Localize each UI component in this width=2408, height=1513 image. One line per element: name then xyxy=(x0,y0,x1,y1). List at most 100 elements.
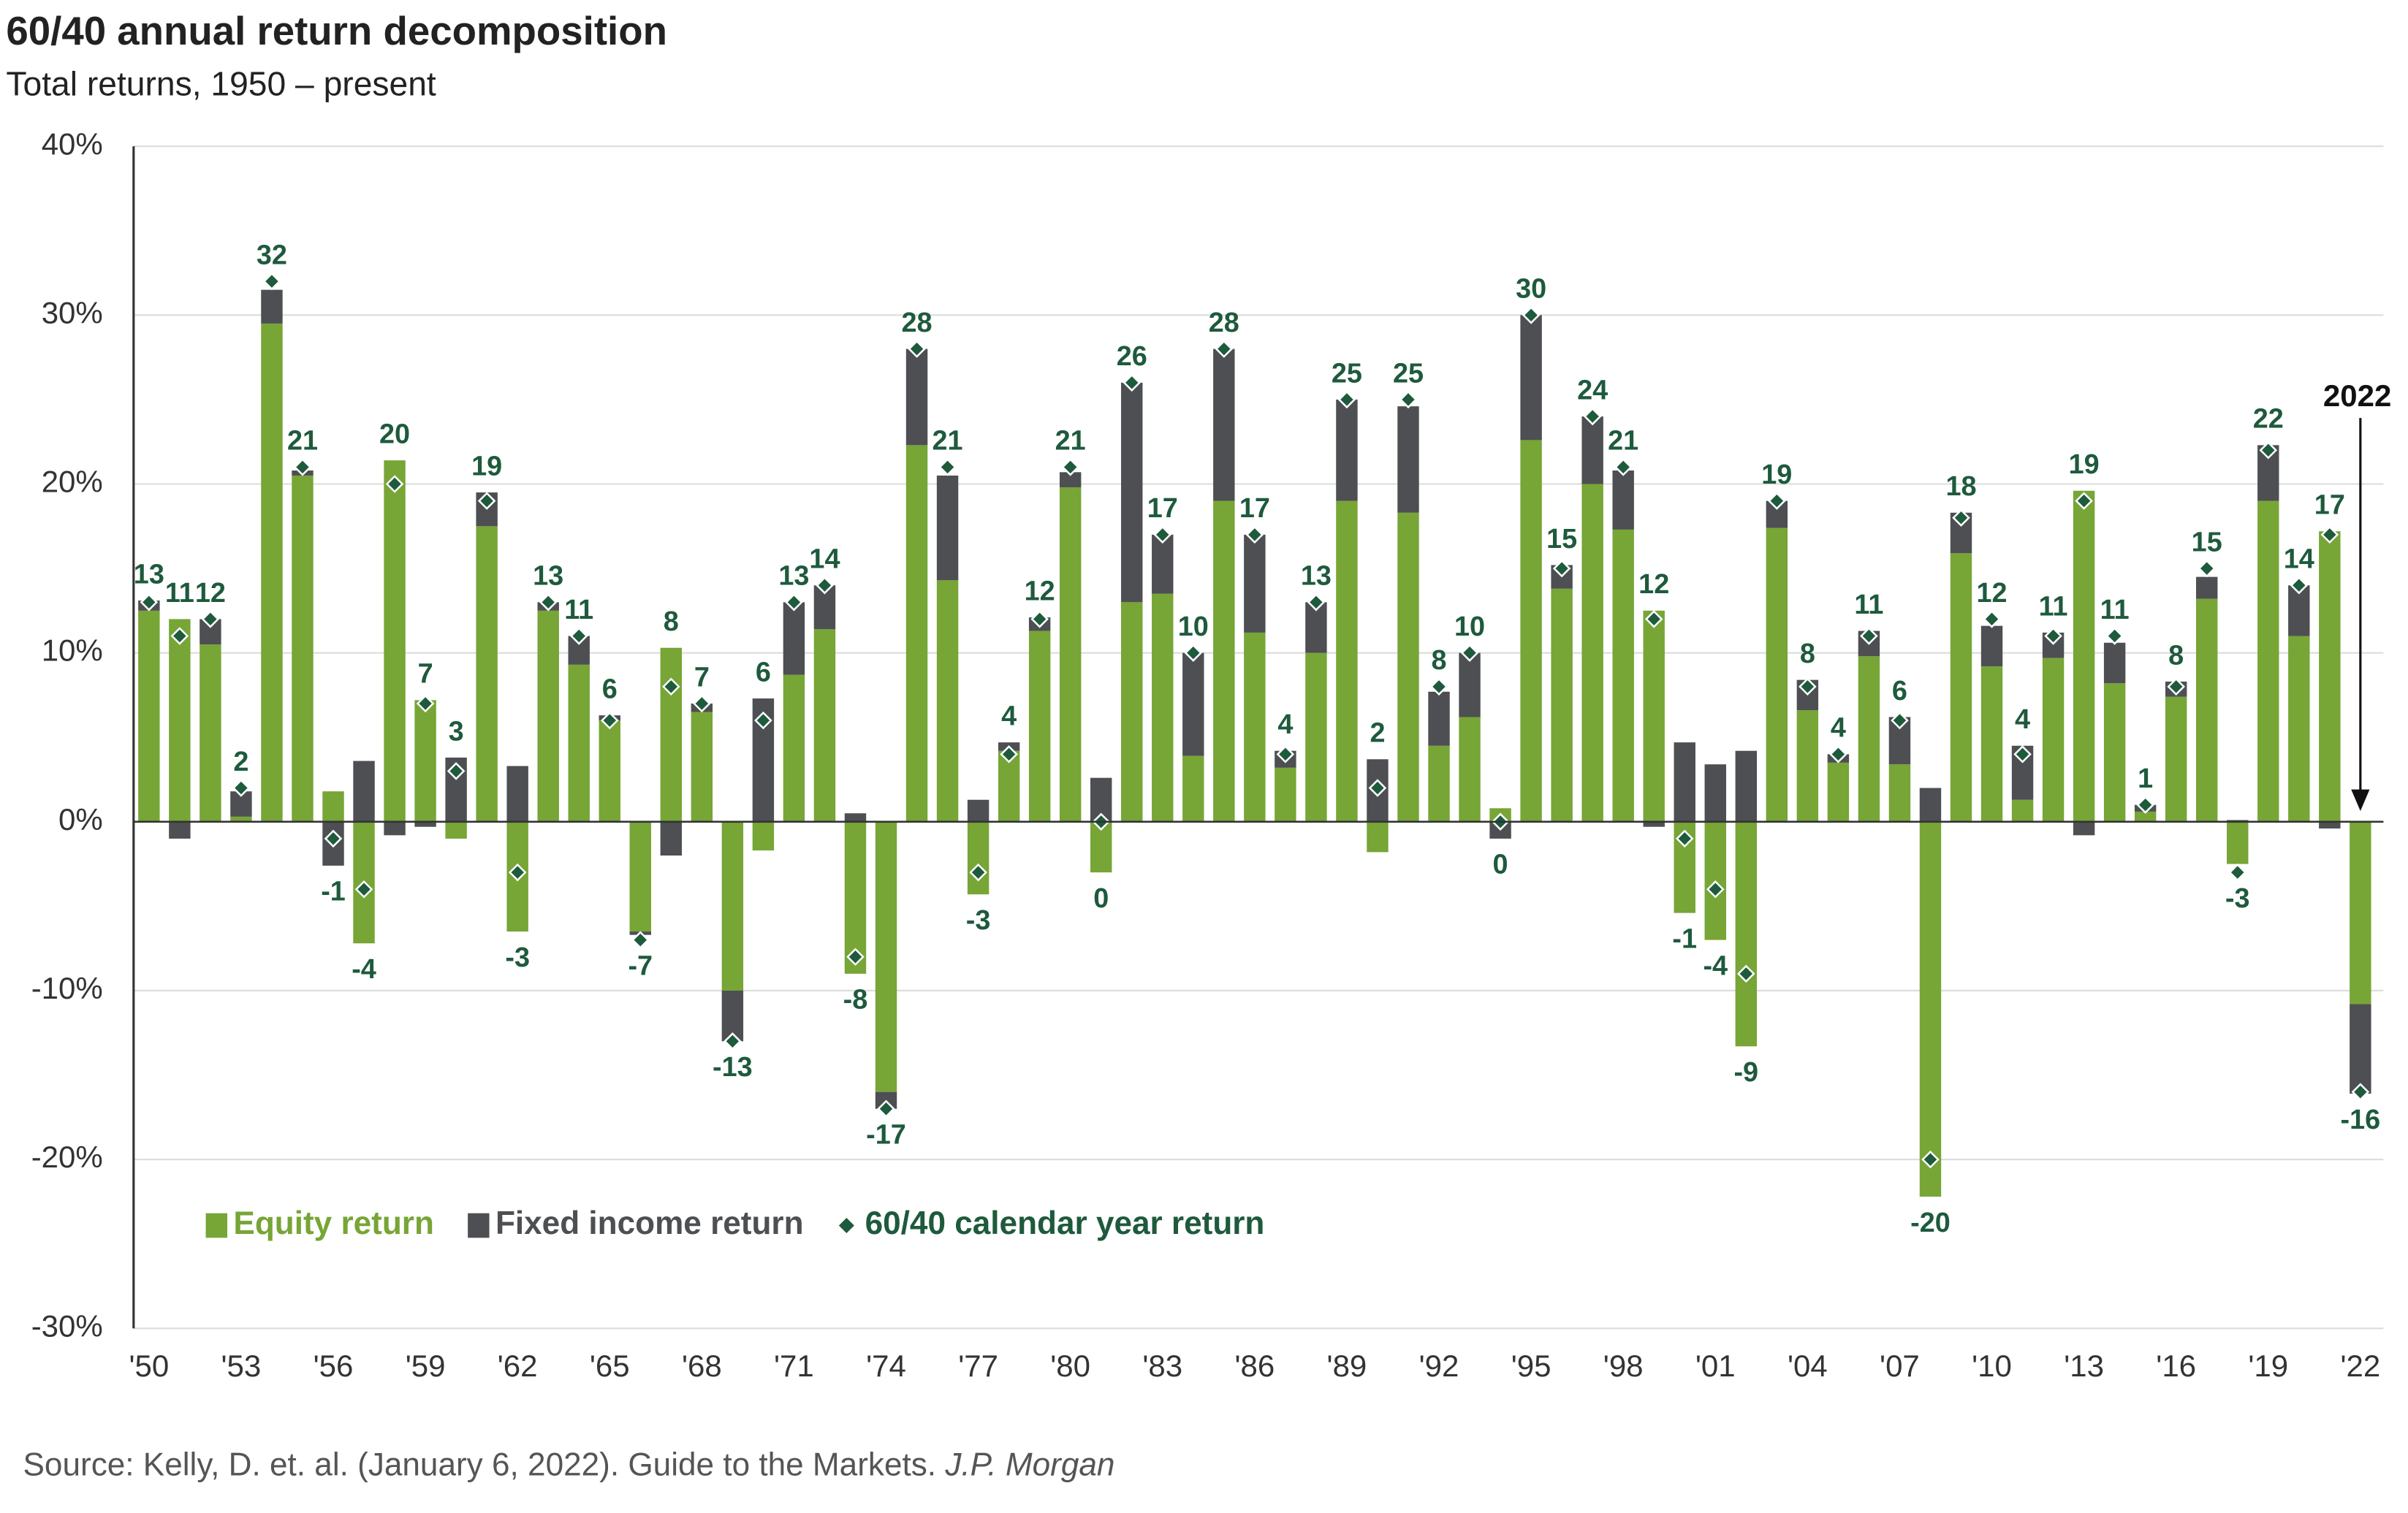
bar-segment xyxy=(1059,487,1082,822)
marker xyxy=(2105,627,2124,645)
y-tick-label: 40% xyxy=(42,126,103,161)
data-label: -4 xyxy=(1703,950,1728,981)
marker xyxy=(693,694,711,713)
marker xyxy=(2044,627,2062,645)
x-tick-label: '10 xyxy=(1972,1349,2012,1383)
x-tick-label: '71 xyxy=(774,1349,814,1383)
marker xyxy=(1614,458,1633,476)
y-tick-label: -30% xyxy=(31,1308,103,1343)
data-label: 15 xyxy=(1546,524,1577,554)
bar-segment xyxy=(1459,717,1481,822)
marker xyxy=(2351,1083,2370,1101)
bar-segment xyxy=(261,289,283,324)
y-tick-label: -10% xyxy=(31,971,103,1005)
data-label: 21 xyxy=(1055,426,1086,457)
marker xyxy=(508,863,527,882)
data-label: 8 xyxy=(1800,639,1815,669)
data-label: 11 xyxy=(1854,590,1883,620)
data-label: 14 xyxy=(2284,544,2314,575)
data-label: -7 xyxy=(628,950,653,981)
bar-segment xyxy=(599,720,620,822)
bar-segment xyxy=(2319,821,2341,829)
bar-segment xyxy=(506,766,528,822)
bar-segment xyxy=(2073,490,2095,822)
bar-segment xyxy=(2196,598,2218,822)
bar-segment xyxy=(1397,406,1419,513)
marker xyxy=(1460,644,1479,662)
marker xyxy=(1921,1150,1940,1169)
legend-marker xyxy=(838,1217,854,1233)
marker xyxy=(1276,745,1295,763)
marker xyxy=(1061,458,1079,476)
marker xyxy=(1184,644,1203,662)
bar-segment xyxy=(2227,821,2249,864)
data-label: 4 xyxy=(2015,704,2030,735)
x-tick-label: '92 xyxy=(1419,1349,1459,1383)
data-label: 11 xyxy=(2039,591,2068,622)
data-label: -1 xyxy=(1672,923,1697,954)
marker xyxy=(1829,745,1847,763)
data-label: 13 xyxy=(1301,561,1332,592)
bar-segment xyxy=(660,821,683,856)
bar-segment xyxy=(414,821,436,827)
x-tick-label: '74 xyxy=(866,1349,906,1383)
marker xyxy=(600,711,619,730)
marker xyxy=(1245,525,1264,544)
data-label: 25 xyxy=(1393,358,1424,389)
marker xyxy=(262,272,281,291)
marker xyxy=(1706,880,1725,899)
marker xyxy=(908,340,926,358)
marker xyxy=(324,829,343,848)
y-tick-label: 10% xyxy=(42,633,103,668)
data-label: 7 xyxy=(418,659,433,690)
bar-segment xyxy=(230,816,252,822)
bar-segment xyxy=(813,629,836,822)
bar-segment xyxy=(1028,630,1051,822)
bar-segment xyxy=(1275,767,1296,822)
marker xyxy=(969,863,987,882)
bar-segment xyxy=(1704,764,1726,822)
bar-segment xyxy=(353,761,375,822)
data-label: 4 xyxy=(1277,709,1293,740)
marker xyxy=(1307,593,1326,611)
x-tick-label: '04 xyxy=(1788,1349,1828,1383)
marker xyxy=(1429,677,1448,696)
marker xyxy=(201,610,220,628)
data-label: 17 xyxy=(1239,493,1270,524)
marker xyxy=(1153,525,1172,544)
bar-segment xyxy=(1397,512,1419,822)
data-label: 19 xyxy=(471,451,502,481)
legend-label: 60/40 calendar year return xyxy=(865,1205,1265,1241)
bar-segment xyxy=(1643,821,1665,827)
source-publication: J.P. Morgan xyxy=(944,1447,1114,1482)
marker xyxy=(1030,610,1049,628)
marker xyxy=(2320,525,2339,544)
bar-segment xyxy=(936,475,959,581)
data-label: 17 xyxy=(2314,490,2345,521)
y-tick-label: 30% xyxy=(42,295,103,329)
data-label: 12 xyxy=(1976,578,2007,609)
marker xyxy=(1399,390,1418,409)
marker xyxy=(1675,829,1694,848)
marker xyxy=(816,576,834,595)
x-tick-label: '50 xyxy=(129,1349,169,1383)
data-label: 21 xyxy=(1608,426,1638,457)
data-label: -3 xyxy=(966,905,991,936)
bar-segment xyxy=(1121,382,1143,603)
bar-segment xyxy=(1735,750,1758,822)
data-label: -1 xyxy=(321,877,346,907)
bar-segment xyxy=(1643,610,1665,822)
bar-segment xyxy=(384,460,406,822)
x-tick-label: '80 xyxy=(1050,1349,1090,1383)
bar-segment xyxy=(691,712,713,822)
bar-segment xyxy=(1520,315,1542,441)
data-label: 2 xyxy=(1370,718,1385,749)
bar-segment xyxy=(169,619,191,822)
data-label: 12 xyxy=(195,578,226,609)
bar-segment xyxy=(1428,691,1450,746)
marker xyxy=(1522,306,1541,324)
data-label: -13 xyxy=(713,1052,753,1083)
data-label: 6 xyxy=(756,657,771,687)
data-label: 8 xyxy=(2168,640,2184,671)
data-label: 3 xyxy=(449,716,464,747)
